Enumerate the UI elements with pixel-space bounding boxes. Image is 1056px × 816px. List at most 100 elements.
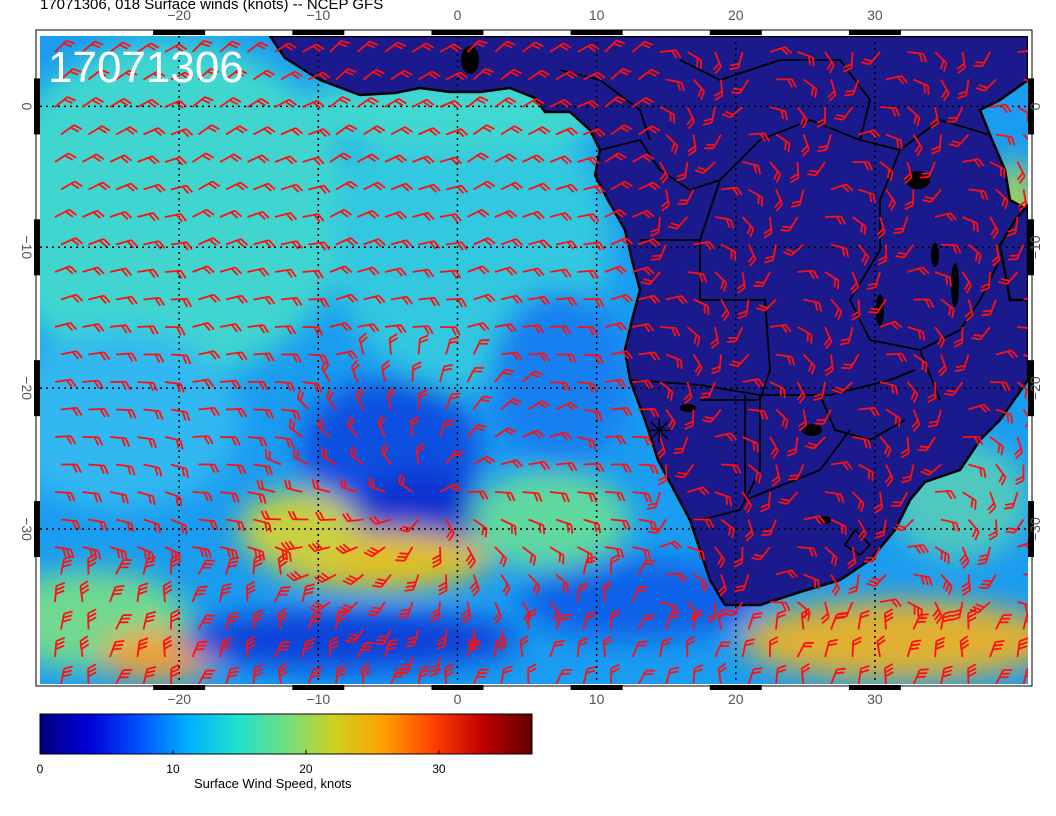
wind-barb xyxy=(1015,464,1025,486)
wind-barb xyxy=(692,664,704,684)
wind-barb xyxy=(710,354,722,375)
wind-barb xyxy=(577,213,600,223)
wind-barb xyxy=(465,546,476,569)
wind-barb xyxy=(1017,326,1028,330)
wind-barb xyxy=(685,635,696,658)
wind-barb xyxy=(731,79,750,94)
wind-barb xyxy=(883,663,894,684)
wind-barb xyxy=(170,518,188,535)
wind-barb xyxy=(191,96,214,108)
wind-barb xyxy=(775,353,796,366)
wind-barb xyxy=(88,238,111,248)
wind-barb xyxy=(277,662,288,684)
wind-barb xyxy=(192,491,213,502)
wind-barb xyxy=(803,573,820,590)
wind-barb xyxy=(665,133,679,155)
wind-barb xyxy=(253,518,272,533)
wind-barb xyxy=(418,240,441,250)
wind-barb xyxy=(906,639,922,658)
wind-barb xyxy=(802,353,816,375)
wind-barb xyxy=(802,78,818,98)
wind-barb xyxy=(780,216,799,232)
wind-barb xyxy=(500,459,524,469)
wind-barb xyxy=(191,39,213,53)
wind-barb xyxy=(142,556,157,575)
wind-barb xyxy=(164,269,187,280)
wind-barb xyxy=(384,97,407,108)
wind-barb xyxy=(906,381,919,403)
wind-barb xyxy=(728,353,750,368)
wind-barb xyxy=(411,361,422,383)
wind-barb xyxy=(445,71,469,81)
wind-barb xyxy=(659,637,672,658)
wind-barb xyxy=(357,153,380,163)
wind-barb xyxy=(736,271,746,294)
wind-barb xyxy=(907,266,930,276)
wind-barb xyxy=(967,243,982,264)
wind-barb xyxy=(115,182,139,192)
wind-barb xyxy=(143,408,164,420)
wind-barb xyxy=(800,134,810,157)
wind-barb xyxy=(824,215,847,225)
lon-tick-label: 10 xyxy=(589,691,605,707)
wind-barb xyxy=(445,450,464,466)
wind-barb xyxy=(143,296,165,307)
wind-barb xyxy=(355,387,365,410)
wind-barb xyxy=(527,69,550,81)
wind-barb xyxy=(555,573,570,594)
wind-barb xyxy=(991,244,1001,267)
wind-barb xyxy=(940,298,955,319)
wind-barb xyxy=(967,518,980,541)
wind-barb xyxy=(721,106,744,119)
wind-barb xyxy=(321,360,331,383)
wind-barb xyxy=(198,406,220,417)
wind-barb xyxy=(948,133,970,148)
wind-barb xyxy=(329,636,339,657)
wind-barb xyxy=(277,552,288,575)
wind-barb xyxy=(164,436,184,450)
wind-barb xyxy=(720,243,737,261)
wind-barb xyxy=(934,51,948,72)
wind-barb xyxy=(264,449,282,466)
wind-barb xyxy=(549,42,572,53)
wind-barb xyxy=(390,126,413,136)
wind-barb xyxy=(883,608,894,630)
wind-barb xyxy=(253,182,276,192)
wind-barb xyxy=(577,491,598,503)
wind-barb xyxy=(60,518,81,530)
wind-barb xyxy=(824,491,845,503)
wind-barb xyxy=(363,181,386,191)
wind-barb xyxy=(1023,573,1028,576)
wind-barb xyxy=(82,491,103,503)
wind-barb xyxy=(741,216,755,238)
wind-barb xyxy=(356,641,374,658)
wind-barb xyxy=(748,188,764,207)
wind-barb xyxy=(60,293,84,303)
wind-barb xyxy=(418,70,441,81)
wind-barb xyxy=(219,97,242,108)
wind-barb xyxy=(604,435,627,445)
wind-barb xyxy=(665,408,676,431)
wind-barb xyxy=(280,540,303,551)
wind-barb xyxy=(280,296,303,307)
wind-barb xyxy=(412,98,435,108)
wind-barb xyxy=(959,635,970,658)
wind-barb xyxy=(277,607,288,630)
wind-barb xyxy=(648,519,667,534)
wind-barb xyxy=(274,641,291,658)
wind-barb xyxy=(912,613,929,630)
wind-barb xyxy=(632,379,654,390)
wind-barb xyxy=(412,268,435,278)
wind-barb xyxy=(286,570,309,582)
wind-barb xyxy=(797,326,813,344)
wind-barb xyxy=(302,326,324,336)
wind-barb xyxy=(676,161,689,182)
wind-barb xyxy=(335,180,358,191)
wind-barb xyxy=(714,216,735,229)
wind-barb xyxy=(357,266,380,276)
wind-barb xyxy=(953,326,964,348)
wind-barb xyxy=(741,491,752,514)
wind-barb xyxy=(577,381,598,393)
wind-barb xyxy=(610,293,634,303)
wind-barb xyxy=(975,78,997,92)
